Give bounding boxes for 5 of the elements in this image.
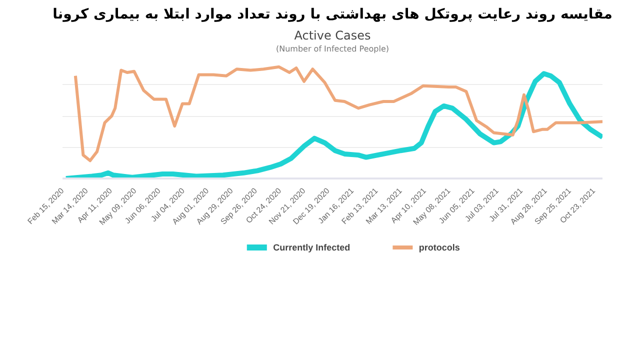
legend-label: protocols — [418, 242, 460, 252]
legend-label: Currently Infected — [273, 242, 350, 252]
text: (Number of Infected People) — [276, 44, 389, 54]
chart-title: مقایسه روند رعایت پروتکل های بهداشتی با روند تعداد موارد ابتلا به بیماری کرونا — [52, 6, 612, 22]
chart-subtitle: Active Cases — [294, 28, 371, 42]
